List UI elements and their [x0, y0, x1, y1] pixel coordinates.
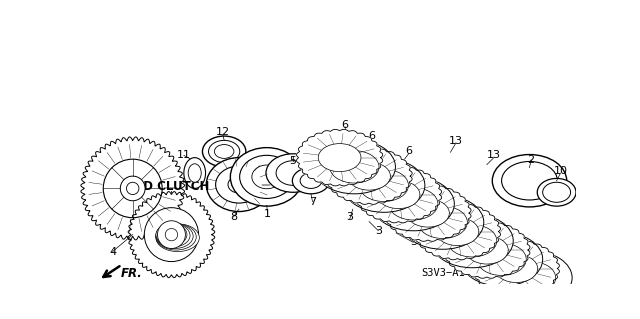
Text: 13: 13 [487, 150, 501, 160]
Ellipse shape [216, 166, 262, 203]
Text: 4: 4 [109, 247, 116, 256]
Circle shape [127, 182, 139, 195]
Ellipse shape [317, 159, 339, 174]
Text: 11: 11 [177, 150, 191, 160]
Text: 6: 6 [368, 131, 375, 141]
Ellipse shape [465, 236, 508, 264]
Ellipse shape [490, 251, 572, 305]
Ellipse shape [388, 188, 438, 220]
Polygon shape [355, 166, 442, 223]
Text: 5: 5 [290, 157, 296, 167]
Polygon shape [473, 240, 559, 297]
Ellipse shape [372, 177, 454, 231]
Text: 3RD CLUTCH: 3RD CLUTCH [127, 180, 210, 193]
Ellipse shape [431, 214, 513, 268]
Text: 12: 12 [216, 127, 230, 137]
Ellipse shape [343, 159, 425, 212]
Ellipse shape [156, 224, 196, 250]
Ellipse shape [377, 181, 420, 209]
Ellipse shape [214, 145, 234, 159]
Ellipse shape [330, 151, 379, 183]
Text: 13: 13 [449, 136, 463, 146]
Polygon shape [81, 137, 184, 240]
Text: 3: 3 [410, 237, 417, 247]
Text: 9: 9 [329, 147, 336, 157]
Ellipse shape [495, 255, 538, 283]
Ellipse shape [492, 154, 566, 207]
Ellipse shape [477, 243, 526, 275]
Ellipse shape [502, 161, 557, 200]
Ellipse shape [292, 168, 330, 194]
Ellipse shape [447, 225, 497, 257]
Ellipse shape [543, 182, 571, 202]
Ellipse shape [406, 199, 449, 227]
Polygon shape [414, 203, 500, 260]
Ellipse shape [228, 176, 250, 193]
Ellipse shape [209, 140, 240, 163]
Ellipse shape [461, 232, 543, 286]
Text: 7: 7 [309, 197, 316, 206]
Ellipse shape [313, 140, 396, 194]
Ellipse shape [239, 155, 294, 198]
Ellipse shape [184, 158, 205, 189]
Ellipse shape [359, 169, 408, 202]
Ellipse shape [156, 224, 199, 252]
Ellipse shape [311, 155, 345, 178]
Polygon shape [326, 148, 412, 204]
Polygon shape [385, 185, 471, 241]
Ellipse shape [506, 262, 556, 294]
Ellipse shape [188, 164, 201, 182]
Circle shape [103, 159, 162, 218]
Ellipse shape [418, 206, 467, 239]
Circle shape [145, 208, 198, 262]
Text: 3: 3 [508, 261, 515, 271]
Ellipse shape [318, 144, 361, 172]
Ellipse shape [156, 224, 190, 247]
Circle shape [120, 176, 145, 201]
Ellipse shape [348, 162, 390, 190]
Ellipse shape [156, 224, 193, 249]
Text: 1: 1 [264, 209, 271, 219]
Polygon shape [128, 192, 215, 278]
Ellipse shape [156, 224, 187, 245]
Text: 6: 6 [405, 146, 412, 157]
Ellipse shape [206, 158, 271, 211]
Text: S3V3−A1420A: S3V3−A1420A [421, 268, 490, 278]
Text: 6: 6 [342, 120, 349, 130]
Ellipse shape [266, 154, 320, 192]
Text: 2: 2 [527, 155, 534, 165]
Text: 3: 3 [439, 247, 446, 256]
Ellipse shape [300, 173, 322, 189]
Text: 3: 3 [346, 212, 353, 222]
Text: 3: 3 [375, 226, 382, 236]
Polygon shape [296, 130, 383, 186]
Ellipse shape [276, 161, 310, 185]
Text: FR.: FR. [120, 267, 142, 280]
Ellipse shape [202, 136, 246, 167]
Ellipse shape [230, 148, 303, 206]
Circle shape [165, 228, 178, 241]
Text: 3: 3 [472, 255, 479, 265]
Ellipse shape [537, 178, 576, 206]
Ellipse shape [252, 165, 282, 189]
Text: 8: 8 [230, 212, 237, 222]
Polygon shape [444, 222, 530, 278]
Text: 10: 10 [554, 166, 568, 176]
Ellipse shape [402, 195, 484, 249]
Circle shape [157, 221, 186, 249]
Ellipse shape [436, 218, 479, 246]
